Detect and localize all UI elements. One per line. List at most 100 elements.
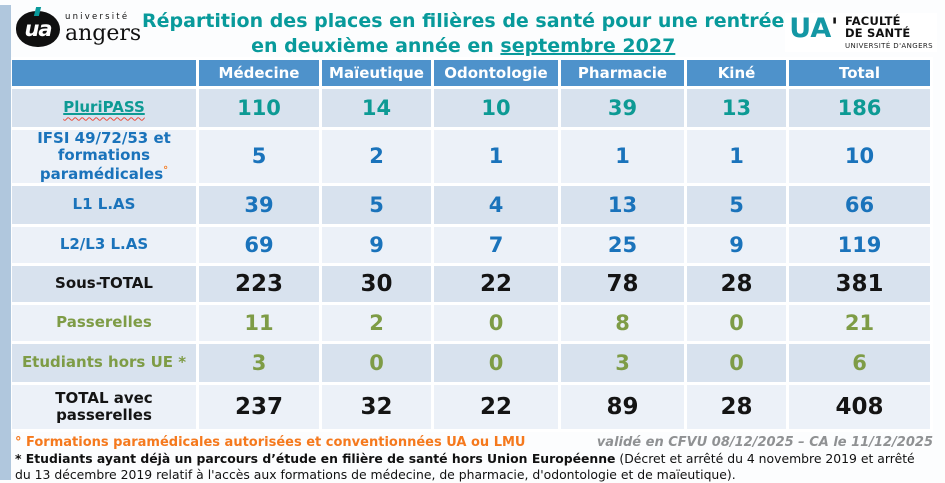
title-line1: Répartition des places en filières de sa… bbox=[142, 10, 785, 32]
footnotes: ° Formations paramédicales autorisées et… bbox=[15, 435, 933, 483]
footnote-marker-circle: ° bbox=[163, 164, 169, 176]
table-row-pluripass: PluriPASS 110 14 10 39 13 186 bbox=[12, 89, 930, 127]
value-cell: 10 bbox=[789, 130, 930, 183]
value-cell: 110 bbox=[199, 89, 319, 127]
value-cell: 30 bbox=[322, 265, 431, 302]
faculte-subline: UNIVERSITÉ D'ANGERS bbox=[844, 41, 933, 50]
value-cell: 25 bbox=[561, 226, 684, 263]
footnote-hors-ue-rest: (Décret et arrêté du 4 novembre 2019 et … bbox=[15, 450, 915, 482]
value-cell: 237 bbox=[199, 384, 319, 429]
faculte-sante-logo: UA' FACULTÉ DE SANTÉ UNIVERSITÉ D'ANGERS bbox=[785, 13, 937, 53]
left-edge-strip bbox=[0, 5, 11, 480]
value-cell: 408 bbox=[789, 384, 930, 429]
value-cell: 66 bbox=[789, 185, 930, 224]
table-row-l1-las: L1 L.AS 39 5 4 13 5 66 bbox=[12, 185, 930, 224]
value-cell: 5 bbox=[199, 130, 319, 183]
ua-logo-acronym: ua bbox=[24, 17, 52, 41]
row-label: Etudiants hors UE * bbox=[12, 343, 196, 382]
value-cell: 3 bbox=[199, 343, 319, 382]
value-cell: 39 bbox=[561, 89, 684, 127]
value-cell: 78 bbox=[561, 265, 684, 302]
places-table: Médecine Maïeutique Odontologie Pharmaci… bbox=[9, 57, 933, 432]
value-cell: 5 bbox=[687, 185, 786, 224]
faculte-line1: FACULTÉ bbox=[844, 14, 901, 28]
page-title: Répartition des places en filières de sa… bbox=[141, 9, 785, 59]
value-cell: 2 bbox=[322, 130, 431, 183]
table-row-ifsi: IFSI 49/72/53 et formations paramédicale… bbox=[12, 129, 930, 183]
value-cell: 11 bbox=[199, 304, 319, 341]
column-header-pharmacie: Pharmacie bbox=[561, 60, 684, 86]
table-header-row: Médecine Maïeutique Odontologie Pharmaci… bbox=[12, 60, 930, 86]
table-row-l2l3-las: L2/L3 L.AS 69 9 7 25 9 119 bbox=[12, 226, 930, 263]
value-cell: 28 bbox=[687, 265, 786, 302]
table-row-total-avec-passerelles: TOTAL avec passerelles 237 32 22 89 28 4… bbox=[12, 384, 930, 429]
value-cell: 0 bbox=[322, 343, 431, 382]
value-cell: 13 bbox=[687, 89, 786, 127]
value-cell: 22 bbox=[434, 265, 558, 302]
table-row-sous-total: Sous-TOTAL 223 30 22 78 28 381 bbox=[12, 265, 930, 302]
footnote-hors-ue: * Etudiants ayant déjà un parcours d’étu… bbox=[15, 451, 933, 483]
row-label: L1 L.AS bbox=[12, 185, 196, 224]
title-date-underlined: septembre 2027 bbox=[500, 35, 676, 58]
footnote-row: ° Formations paramédicales autorisées et… bbox=[15, 435, 933, 450]
row-label: Sous-TOTAL bbox=[12, 265, 196, 302]
value-cell: 32 bbox=[322, 384, 431, 429]
value-cell: 9 bbox=[687, 226, 786, 263]
value-cell: 381 bbox=[789, 265, 930, 302]
column-header-odontologie: Odontologie bbox=[434, 60, 558, 86]
value-cell: 1 bbox=[434, 130, 558, 183]
value-cell: 7 bbox=[434, 226, 558, 263]
value-cell: 13 bbox=[561, 185, 684, 224]
value-cell: 69 bbox=[199, 226, 319, 263]
value-cell: 6 bbox=[789, 343, 930, 382]
footnote-hors-ue-bold: * Etudiants ayant déjà un parcours d’étu… bbox=[15, 450, 616, 466]
column-header-medecine: Médecine bbox=[199, 60, 319, 86]
value-cell: 10 bbox=[434, 89, 558, 127]
row-label: L2/L3 L.AS bbox=[12, 226, 196, 263]
table-row-etudiants-hors-ue: Etudiants hors UE * 3 0 0 3 0 6 bbox=[12, 343, 930, 382]
value-cell: 21 bbox=[789, 304, 930, 341]
row-label: Passerelles bbox=[12, 304, 196, 341]
row-label: PluriPASS bbox=[12, 89, 196, 127]
value-cell: 223 bbox=[199, 265, 319, 302]
ua-logo-icon: ua bbox=[16, 11, 60, 47]
value-cell: 0 bbox=[687, 304, 786, 341]
header: ua université angers Répartition des pla… bbox=[0, 0, 945, 57]
value-cell: 22 bbox=[434, 384, 558, 429]
value-cell: 0 bbox=[687, 343, 786, 382]
value-cell: 186 bbox=[789, 89, 930, 127]
faculte-line2: DE SANTÉ bbox=[844, 26, 911, 41]
faculte-ua-icon: UA' bbox=[789, 13, 838, 44]
footnote-paramedical: ° Formations paramédicales autorisées et… bbox=[15, 434, 526, 450]
value-cell: 5 bbox=[322, 185, 431, 224]
value-cell: 119 bbox=[789, 226, 930, 263]
value-cell: 89 bbox=[561, 384, 684, 429]
value-cell: 2 bbox=[322, 304, 431, 341]
value-cell: 14 bbox=[322, 89, 431, 127]
validation-note: validé en CFVU 08/12/2025 – CA le 11/12/… bbox=[596, 434, 933, 450]
value-cell: 1 bbox=[561, 130, 684, 183]
column-header-total: Total bbox=[789, 60, 930, 86]
value-cell: 0 bbox=[434, 304, 558, 341]
value-cell: 28 bbox=[687, 384, 786, 429]
ua-logo-word-top: université bbox=[65, 12, 130, 23]
value-cell: 0 bbox=[434, 343, 558, 382]
table-row-passerelles: Passerelles 11 2 0 8 0 21 bbox=[12, 304, 930, 341]
column-header-kine: Kiné bbox=[687, 60, 786, 86]
faculte-wordmark: FACULTÉ DE SANTÉ UNIVERSITÉ D'ANGERS bbox=[845, 15, 933, 50]
value-cell: 3 bbox=[561, 343, 684, 382]
value-cell: 39 bbox=[199, 185, 319, 224]
ua-logo-wordmark: université angers bbox=[65, 13, 141, 45]
value-cell: 1 bbox=[687, 130, 786, 183]
row-label: TOTAL avec passerelles bbox=[12, 384, 196, 429]
university-angers-logo: ua université angers bbox=[16, 11, 141, 47]
corner-header-cell bbox=[12, 60, 196, 86]
value-cell: 4 bbox=[434, 185, 558, 224]
title-line2-prefix: en deuxième année en bbox=[251, 35, 501, 58]
ua-logo-word-bottom: angers bbox=[65, 20, 142, 46]
value-cell: 8 bbox=[561, 304, 684, 341]
row-label: IFSI 49/72/53 et formations paramédicale… bbox=[12, 129, 196, 183]
value-cell: 9 bbox=[322, 226, 431, 263]
column-header-maieutique: Maïeutique bbox=[322, 60, 431, 86]
